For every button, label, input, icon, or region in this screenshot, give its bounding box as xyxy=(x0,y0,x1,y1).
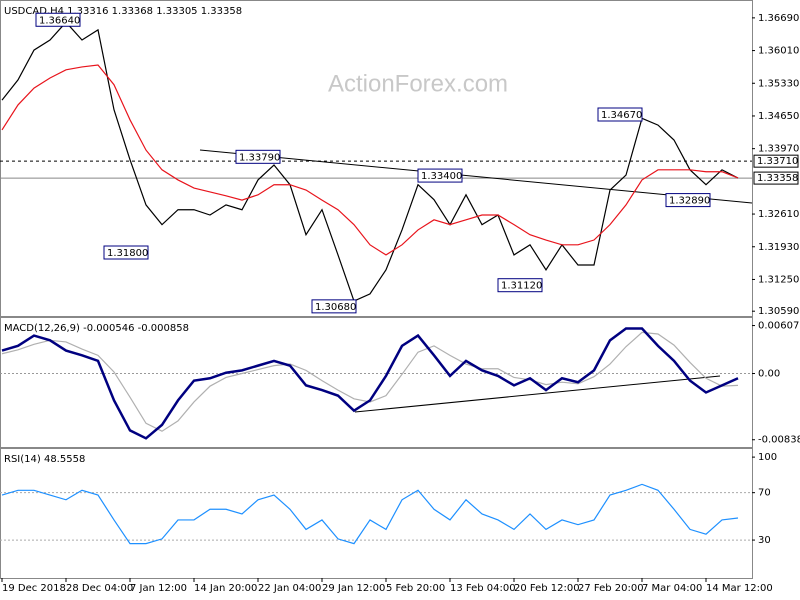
panel-title: RSI(14) 48.5558 xyxy=(4,454,85,465)
series-line xyxy=(1,64,739,256)
series-line xyxy=(1,483,739,545)
y-tick-label: 0.00607 xyxy=(758,321,799,332)
price-box xyxy=(753,154,799,168)
watermark: ActionForex.com xyxy=(328,70,508,97)
x-tick-label: 20 Feb 12:00 xyxy=(514,583,580,594)
y-tick-label: 1.36690 xyxy=(758,13,799,24)
annotation-label: 1.34670 xyxy=(601,110,642,121)
annotation-label: 1.31800 xyxy=(107,248,148,259)
annotation-label: 1.36640 xyxy=(39,15,80,26)
trendline xyxy=(354,375,721,413)
x-tick-label: 28 Dec 04:00 xyxy=(66,583,133,594)
trendline xyxy=(199,149,753,204)
annotation-box xyxy=(103,245,149,260)
x-tick-label: 29 Jan 12:00 xyxy=(322,583,385,594)
x-tick-label: 22 Jan 04:00 xyxy=(258,583,321,594)
panel-title: USDCAD,H4 1.33316 1.33368 1.33305 1.3335… xyxy=(4,6,242,17)
annotation-label: 1.31120 xyxy=(501,281,542,292)
y-tick-label: 70 xyxy=(758,488,771,499)
annotation-label: 1.33400 xyxy=(421,171,462,182)
price-box xyxy=(753,171,799,185)
y-tick-label: -0.008381 xyxy=(758,435,800,446)
series-line xyxy=(1,331,739,432)
annotation-box xyxy=(665,193,711,208)
y-tick-label: 1.30590 xyxy=(758,306,799,317)
x-tick-label: 19 Dec 2018 xyxy=(2,583,66,594)
x-tick-label: 27 Feb 20:00 xyxy=(578,583,644,594)
y-tick-label: 1.36010 xyxy=(758,46,799,57)
x-tick-label: 7 Mar 04:00 xyxy=(642,583,702,594)
annotation-box xyxy=(417,168,463,183)
price-label: 1.33710 xyxy=(757,156,798,167)
price-label: 1.33358 xyxy=(757,173,798,184)
y-tick-label: 1.31930 xyxy=(758,242,799,253)
annotation-box xyxy=(597,107,643,122)
panel xyxy=(0,0,753,317)
annotation-label: 1.32890 xyxy=(669,196,710,207)
y-tick-label: 100 xyxy=(758,452,777,463)
annotation-box xyxy=(235,149,281,164)
annotation-box xyxy=(35,12,81,27)
y-tick-label: 1.32610 xyxy=(758,209,799,220)
series-line xyxy=(1,327,739,440)
series-line xyxy=(1,21,739,302)
y-tick-label: 1.33970 xyxy=(758,144,799,155)
annotation-label: 1.30680 xyxy=(315,302,356,313)
annotation-box xyxy=(497,278,543,293)
x-tick-label: 14 Jan 20:00 xyxy=(194,583,257,594)
x-tick-label: 14 Mar 12:00 xyxy=(706,583,773,594)
panel xyxy=(0,317,753,448)
y-tick-label: 30 xyxy=(758,535,771,546)
panel-title: MACD(12,26,9) -0.000546 -0.000858 xyxy=(4,323,189,334)
y-tick-label: 1.31250 xyxy=(758,274,799,285)
x-tick-label: 7 Jan 12:00 xyxy=(130,583,187,594)
y-tick-label: 1.34650 xyxy=(758,111,799,122)
annotation-label: 1.33790 xyxy=(239,152,280,163)
y-tick-label: 0.00 xyxy=(758,369,780,380)
y-tick-label: 1.35330 xyxy=(758,78,799,89)
x-tick-label: 5 Feb 20:00 xyxy=(386,583,445,594)
annotation-box xyxy=(311,299,357,314)
panel xyxy=(0,448,753,579)
x-tick-label: 13 Feb 04:00 xyxy=(450,583,516,594)
